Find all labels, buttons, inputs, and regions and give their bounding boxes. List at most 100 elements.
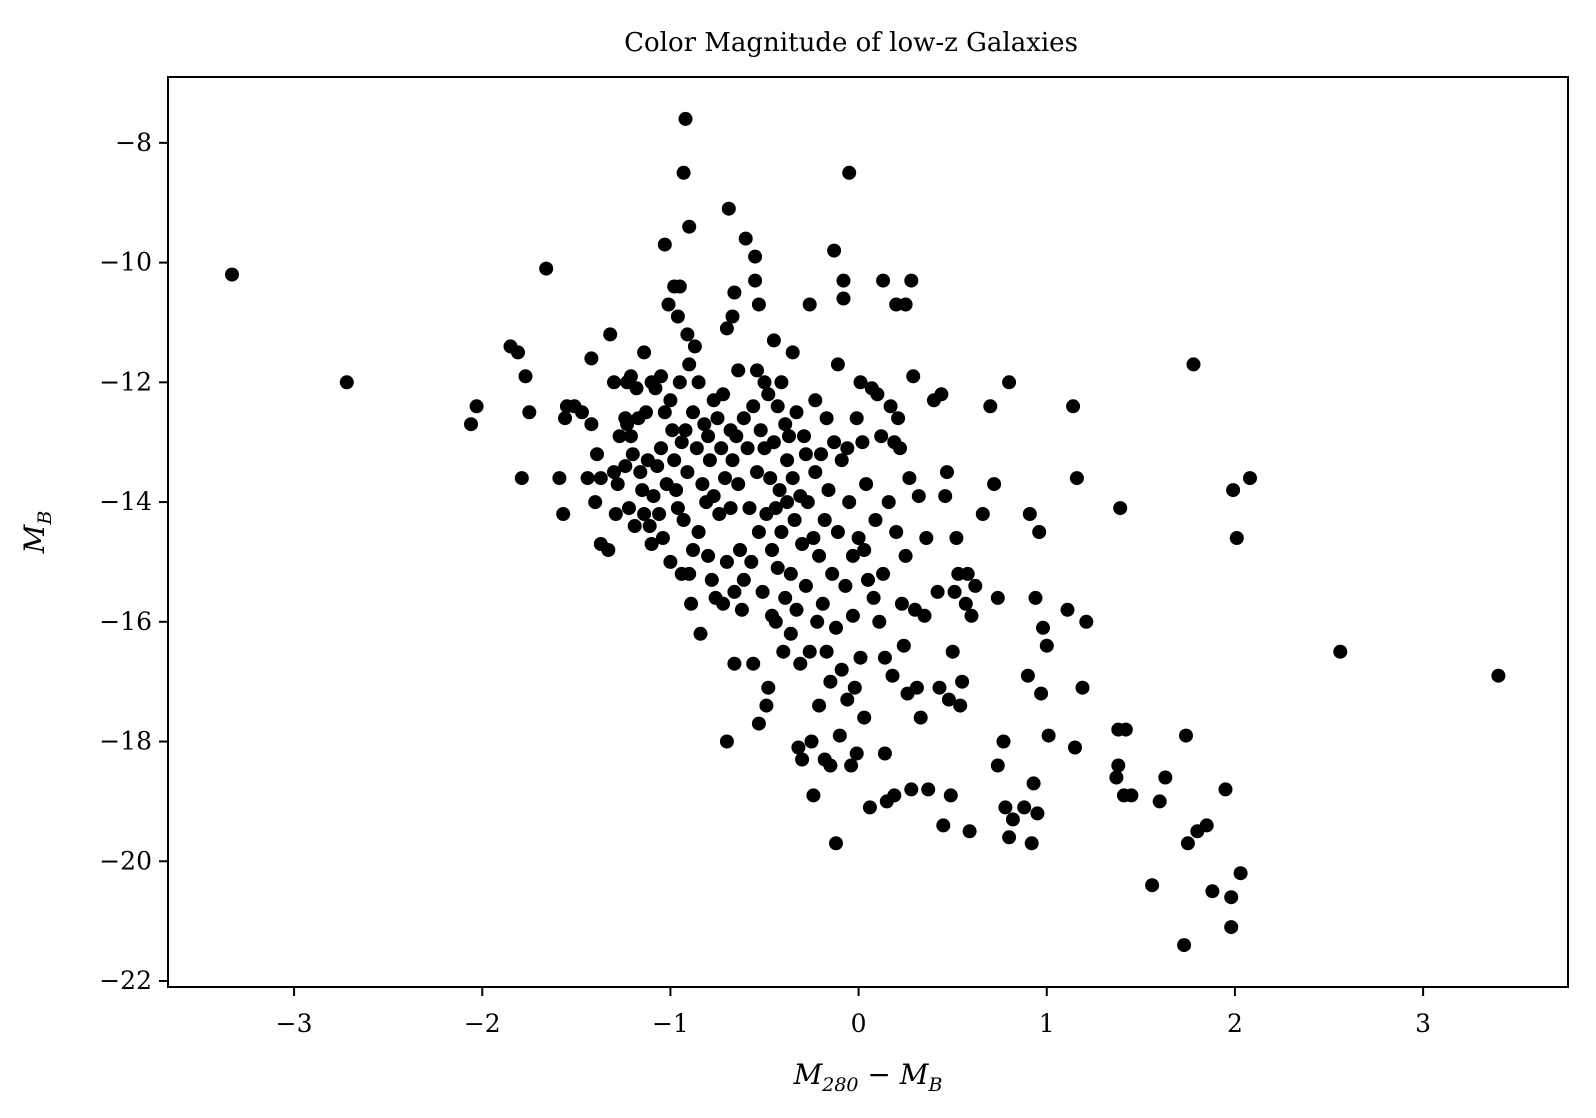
data-point — [687, 339, 702, 354]
data-point — [556, 507, 571, 521]
data-point — [718, 471, 732, 486]
data-point — [872, 614, 887, 629]
data-point — [667, 453, 682, 468]
data-point — [1152, 794, 1167, 809]
data-point — [704, 572, 719, 587]
data-point — [791, 740, 806, 755]
data-point — [757, 375, 772, 390]
data-point — [620, 417, 635, 432]
data-point — [716, 387, 731, 402]
data-point — [759, 698, 774, 713]
data-point — [819, 411, 834, 426]
data-point — [868, 513, 883, 527]
data-point — [842, 495, 857, 510]
y-tick-label: −20 — [99, 846, 152, 875]
data-point — [702, 453, 717, 468]
data-point — [881, 495, 896, 510]
data-point — [815, 596, 830, 611]
data-point — [678, 423, 693, 438]
data-point — [768, 501, 783, 516]
x-tick-label: −3 — [276, 1009, 313, 1038]
data-point — [870, 387, 885, 402]
data-point — [753, 423, 768, 438]
data-point — [751, 525, 766, 539]
data-point — [601, 543, 616, 557]
data-point — [862, 800, 877, 815]
data-point — [1041, 728, 1056, 743]
data-point — [1145, 878, 1160, 893]
data-point — [725, 309, 740, 324]
data-point — [857, 710, 872, 725]
data-point — [637, 507, 652, 521]
data-point — [962, 824, 977, 839]
data-point — [806, 531, 821, 545]
data-point — [812, 548, 827, 563]
data-point — [642, 519, 657, 533]
data-point — [522, 405, 537, 420]
data-point — [686, 543, 700, 557]
data-point — [960, 566, 975, 581]
data-point — [958, 596, 973, 611]
data-point — [778, 590, 793, 605]
data-point — [941, 692, 956, 707]
x-axis: −3 −2 −1 0 1 2 3 — [276, 987, 1431, 1038]
data-point — [650, 459, 665, 474]
data-point — [836, 291, 851, 306]
data-point — [964, 608, 979, 623]
data-point — [814, 447, 828, 462]
data-point — [889, 525, 904, 539]
data-point — [780, 495, 795, 510]
data-point — [652, 507, 667, 521]
data-point — [1005, 812, 1020, 827]
data-point — [821, 483, 836, 498]
data-point — [1039, 638, 1054, 653]
data-point — [917, 608, 932, 623]
data-point — [768, 614, 783, 629]
data-point — [1113, 501, 1128, 516]
data-point — [684, 596, 699, 611]
data-point — [618, 459, 633, 474]
x-tick-label: 3 — [1415, 1009, 1431, 1038]
data-point — [798, 447, 813, 462]
data-point — [898, 297, 913, 312]
data-point — [710, 411, 725, 426]
data-point — [830, 357, 845, 372]
data-point — [657, 405, 672, 420]
data-point — [1068, 740, 1082, 755]
data-point — [701, 548, 716, 563]
data-point — [983, 399, 998, 414]
data-point — [686, 405, 700, 420]
data-point — [746, 399, 761, 414]
data-point — [827, 243, 842, 258]
data-point — [682, 357, 697, 372]
data-point — [904, 782, 919, 797]
y-tick-label: −16 — [99, 607, 152, 636]
data-point — [584, 351, 599, 366]
chart-title: Color Magnitude of low-z Galaxies — [624, 28, 1078, 58]
data-point — [940, 465, 954, 480]
data-point — [836, 273, 851, 288]
data-point — [714, 441, 729, 456]
data-point — [1179, 728, 1193, 743]
data-point — [680, 465, 695, 480]
data-point — [853, 375, 868, 390]
data-point — [1028, 590, 1043, 605]
data-point — [607, 465, 621, 480]
data-point — [1226, 483, 1241, 498]
data-point — [511, 345, 525, 360]
data-point — [716, 596, 731, 611]
data-point — [770, 399, 785, 414]
data-point — [798, 578, 813, 593]
data-point — [797, 429, 811, 444]
data-point — [808, 465, 823, 480]
data-point — [1224, 920, 1239, 935]
data-point — [691, 525, 706, 539]
data-point — [855, 435, 870, 450]
data-point — [955, 674, 970, 689]
data-point — [782, 429, 796, 444]
data-point — [727, 656, 742, 671]
data-point — [904, 273, 919, 288]
data-point — [817, 513, 832, 527]
data-point — [691, 375, 706, 390]
